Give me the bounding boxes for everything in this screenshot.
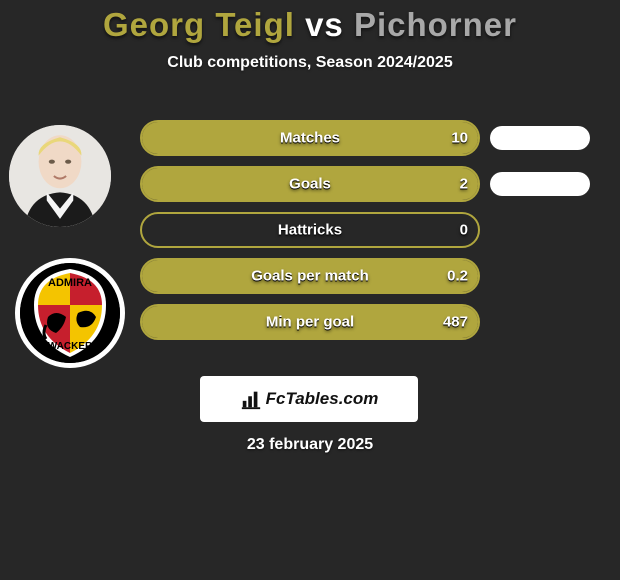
stat-row: Matches10 bbox=[140, 120, 480, 156]
page-title: Georg Teigl vs Pichorner bbox=[0, 0, 620, 44]
stat-bar-outline bbox=[140, 212, 480, 248]
fctables-logo-text: FcTables.com bbox=[266, 389, 379, 409]
stat-right-pill bbox=[490, 172, 590, 196]
bar-chart-icon bbox=[240, 388, 262, 410]
player2-badge-svg: ADMIRA WACKER bbox=[20, 263, 120, 363]
title-player1: Georg Teigl bbox=[103, 6, 295, 43]
stat-bar-fill bbox=[142, 122, 478, 154]
stat-row: Min per goal487 bbox=[140, 304, 480, 340]
player2-club-badge: ADMIRA WACKER bbox=[15, 258, 125, 368]
stat-right-pill bbox=[490, 126, 590, 150]
title-vs: vs bbox=[295, 6, 354, 43]
stat-row: Goals per match0.2 bbox=[140, 258, 480, 294]
stat-row: Goals2 bbox=[140, 166, 480, 202]
stat-bar-fill bbox=[142, 168, 478, 200]
stat-bar-fill bbox=[142, 260, 478, 292]
date-text: 23 february 2025 bbox=[0, 436, 620, 454]
subtitle: Club competitions, Season 2024/2025 bbox=[0, 54, 620, 72]
title-player2: Pichorner bbox=[354, 6, 517, 43]
player1-avatar bbox=[9, 125, 111, 227]
stat-row: Hattricks0 bbox=[140, 212, 480, 248]
fctables-logo[interactable]: FcTables.com bbox=[200, 376, 418, 422]
svg-text:ADMIRA: ADMIRA bbox=[48, 277, 92, 289]
stat-bar-fill bbox=[142, 306, 478, 338]
svg-text:WACKER: WACKER bbox=[48, 341, 93, 352]
player1-avatar-svg bbox=[9, 125, 111, 227]
